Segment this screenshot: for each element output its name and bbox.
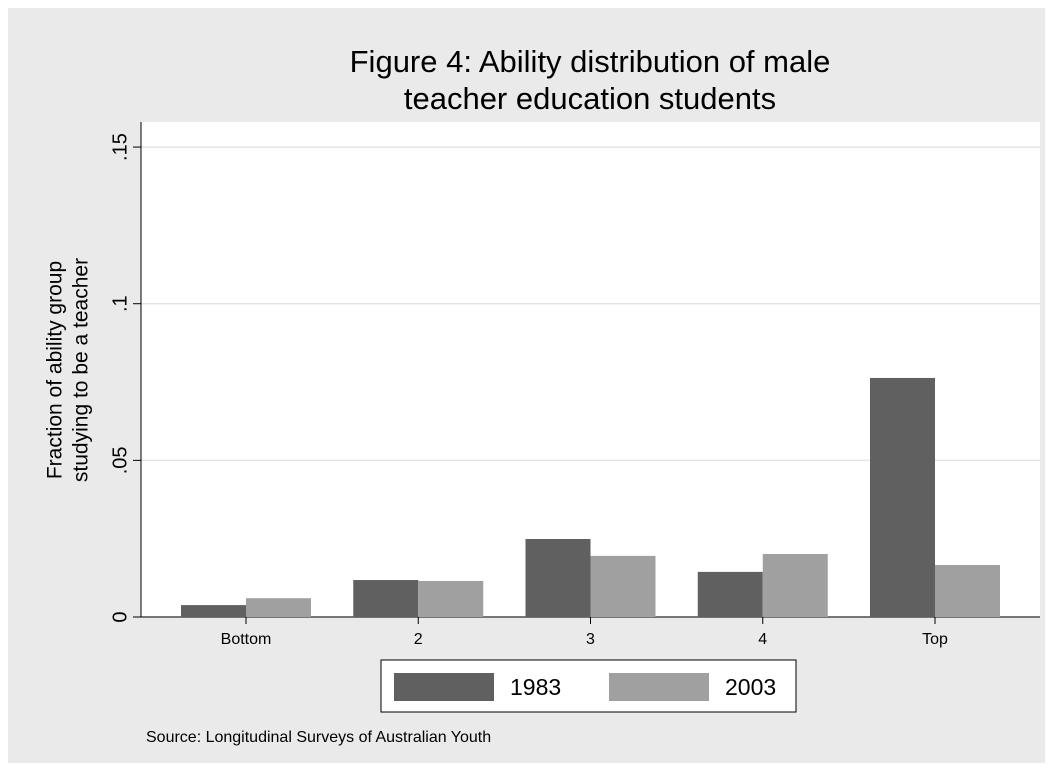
y-tick-label: .15 (109, 133, 131, 161)
x-tick-label: 3 (586, 631, 595, 648)
x-tick-label: Bottom (221, 631, 272, 648)
bar (353, 580, 419, 617)
y-tick-label: .1 (109, 295, 131, 312)
legend-swatch (394, 673, 494, 701)
x-tick-label: Top (922, 631, 948, 648)
chart-title: Figure 4: Ability distribution of male (350, 44, 831, 79)
x-tick-label: 2 (414, 631, 423, 648)
y-tick-label: 0 (109, 611, 131, 622)
bar (697, 571, 763, 617)
x-tick-label: 4 (758, 631, 767, 648)
y-tick-label: .05 (109, 446, 131, 474)
y-axis-label: studying to be a teacher (70, 258, 93, 482)
source-note: Source: Longitudinal Surveys of Australi… (146, 729, 491, 746)
bar (590, 555, 656, 617)
bar (246, 598, 311, 617)
bar (870, 377, 935, 617)
legend-label: 2003 (725, 674, 776, 700)
y-axis-label: Fraction of ability group (44, 261, 67, 479)
legend-swatch (609, 673, 709, 701)
legend-label: 1983 (510, 674, 561, 700)
chart-title: teacher education students (404, 81, 776, 116)
bar (418, 580, 484, 617)
bar (762, 554, 828, 617)
bar (935, 564, 1000, 617)
bar (181, 605, 246, 617)
bar (525, 538, 591, 617)
